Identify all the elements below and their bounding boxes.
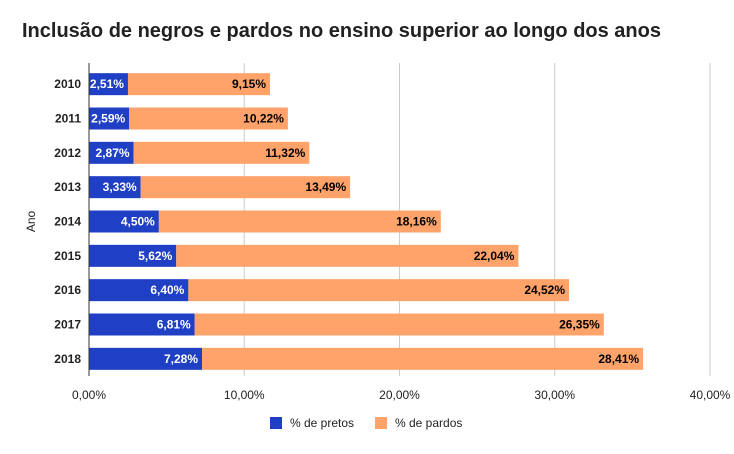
data-label-pardos-2015: 22,04% [474, 249, 515, 263]
x-tick-label-20: 20,00% [379, 388, 420, 402]
bar-pretos-2011[interactable] [89, 107, 130, 130]
bar-pardos-2013[interactable] [140, 176, 351, 199]
bar-pretos-2016[interactable] [89, 279, 189, 302]
data-label-pardos-2017: 26,35% [559, 318, 600, 332]
data-label-pardos-2016: 24,52% [524, 283, 565, 297]
data-label-pardos-2010: 9,15% [232, 77, 266, 91]
bar-pardos-2017[interactable] [194, 313, 604, 336]
legend-label-pretos: % de pretos [290, 416, 354, 430]
x-tick-label-40: 40,00% [690, 388, 731, 402]
data-label-pretos-2012: 2,87% [96, 146, 130, 160]
y-axis-title: Ano [24, 211, 38, 233]
bar-pretos-2017[interactable] [89, 313, 195, 336]
data-label-pardos-2018: 28,41% [598, 352, 639, 366]
bar-pretos-2012[interactable] [89, 141, 134, 164]
data-label-pretos-2011: 2,59% [91, 112, 125, 126]
y-tick-label-2015: 2015 [54, 249, 81, 263]
y-tick-label-2010: 2010 [54, 77, 81, 91]
data-label-pardos-2013: 13,49% [305, 180, 346, 194]
data-label-pardos-2014: 18,16% [396, 215, 437, 229]
legend-label-pardos: % de pardos [395, 416, 462, 430]
data-label-pretos-2013: 3,33% [103, 180, 137, 194]
data-label-pretos-2018: 7,28% [164, 352, 198, 366]
data-label-pardos-2012: 11,32% [265, 146, 305, 160]
x-tick-label-0: 0,00% [72, 388, 106, 402]
x-tick-label-10: 10,00% [224, 388, 265, 402]
bar-pardos-2016[interactable] [188, 279, 570, 302]
data-label-pretos-2010: 2,51% [90, 77, 124, 91]
y-tick-label-2012: 2012 [54, 146, 81, 160]
bar-pretos-2018[interactable] [89, 347, 203, 370]
bar-pardos-2012[interactable] [133, 141, 310, 164]
data-label-pretos-2016: 6,40% [150, 283, 184, 297]
bar-pretos-2013[interactable] [89, 176, 141, 199]
y-tick-label-2013: 2013 [54, 180, 81, 194]
bar-pardos-2014[interactable] [158, 210, 441, 233]
legend-swatch-pretos [270, 417, 282, 429]
legend-swatch-pardos [375, 417, 387, 429]
bar-pretos-2015[interactable] [89, 244, 177, 267]
bar-pardos-2011[interactable] [129, 107, 288, 130]
y-tick-label-2017: 2017 [54, 318, 81, 332]
y-tick-label-2014: 2014 [54, 215, 81, 229]
data-label-pretos-2015: 5,62% [138, 249, 172, 263]
chart-title: Inclusão de negros e pardos no ensino su… [22, 20, 661, 42]
bar-pardos-2018[interactable] [202, 347, 644, 370]
bar-pretos-2014[interactable] [89, 210, 159, 233]
data-label-pardos-2011: 10,22% [243, 112, 284, 126]
y-tick-label-2016: 2016 [54, 283, 81, 297]
bar-pardos-2010[interactable] [127, 73, 271, 96]
y-tick-label-2011: 2011 [55, 112, 81, 126]
bar-pardos-2015[interactable] [176, 244, 519, 267]
x-tick-label-30: 30,00% [534, 388, 575, 402]
bar-pretos-2010[interactable] [89, 73, 128, 96]
y-tick-label-2018: 2018 [54, 352, 81, 366]
data-label-pretos-2017: 6,81% [157, 318, 191, 332]
data-label-pretos-2014: 4,50% [121, 215, 155, 229]
